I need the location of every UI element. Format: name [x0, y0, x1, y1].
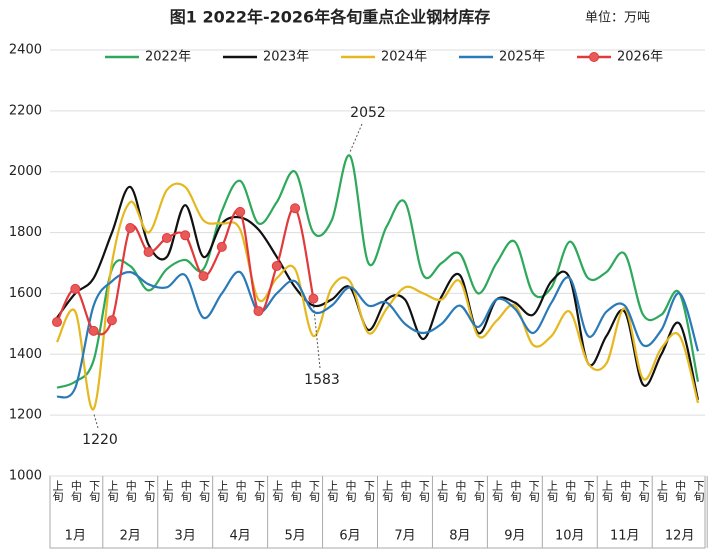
x-tick-label: 上旬 [600, 480, 613, 503]
annotation: 1220 [82, 432, 118, 448]
point-marker [216, 241, 227, 252]
group-label: 6月 [339, 529, 360, 544]
x-tick-label: 中旬 [619, 480, 632, 503]
y-tick-label: 2200 [9, 103, 42, 118]
series-line [56, 207, 315, 336]
x-tick-label: 下旬 [307, 480, 320, 503]
x-tick-label: 上旬 [106, 480, 119, 503]
x-tick-label: 上旬 [271, 480, 284, 503]
group-label: 2月 [120, 529, 141, 544]
x-tick-label: 下旬 [417, 480, 430, 503]
point-marker [253, 306, 264, 317]
y-tick-label: 2000 [9, 164, 42, 179]
x-tick-label: 中旬 [509, 480, 522, 503]
x-tick-label: 下旬 [527, 480, 540, 503]
point-marker [180, 230, 191, 241]
x-tick-label: 上旬 [436, 480, 449, 503]
point-marker [198, 271, 209, 282]
point-marker [106, 315, 117, 326]
point-marker [290, 203, 301, 214]
y-tick-label: 2400 [9, 43, 42, 58]
series-line [56, 270, 700, 399]
y-tick-label: 1600 [9, 286, 42, 301]
x-tick-label: 上旬 [326, 480, 339, 503]
annotation: 1583 [304, 372, 340, 388]
group-label: 3月 [175, 529, 196, 544]
point-marker [271, 261, 282, 272]
group-label: 5月 [284, 529, 305, 544]
x-tick-label: 中旬 [179, 480, 192, 503]
legend-label: 2022年 [145, 50, 191, 65]
point-marker [125, 223, 136, 234]
x-tick-label: 下旬 [198, 480, 211, 503]
x-tick-label: 中旬 [399, 480, 412, 503]
legend-label: 2026年 [617, 50, 663, 65]
y-tick-label: 1400 [9, 347, 42, 362]
x-tick-label: 中旬 [344, 480, 357, 503]
x-tick-label: 下旬 [692, 480, 705, 503]
x-tick-label: 下旬 [252, 480, 265, 503]
x-tick-label: 中旬 [69, 480, 82, 503]
y-tick-label: 1800 [9, 225, 42, 240]
x-tick-label: 中旬 [234, 480, 247, 503]
group-label: 4月 [230, 529, 251, 544]
series-line [56, 182, 700, 411]
chart-title: 图1 2022年-2026年各旬重点企业钢材库存 [170, 8, 490, 27]
annotation-leader [312, 303, 321, 369]
y-tick-label: 1200 [9, 408, 42, 423]
group-label: 10月 [555, 529, 585, 544]
x-tick-label: 中旬 [564, 480, 577, 503]
x-tick-label: 上旬 [216, 480, 229, 503]
point-marker [70, 283, 81, 294]
x-tick-label: 上旬 [491, 480, 504, 503]
x-tick-label: 中旬 [289, 480, 302, 503]
legend-label: 2025年 [499, 50, 545, 65]
annotation-leader [349, 123, 363, 153]
point-marker [52, 317, 62, 328]
point-marker [308, 293, 319, 304]
series-line [56, 154, 700, 389]
x-tick-label: 上旬 [161, 480, 174, 503]
x-tick-label: 上旬 [545, 480, 558, 503]
x-tick-label: 中旬 [124, 480, 137, 503]
point-marker [235, 206, 246, 217]
legend-label: 2023年 [263, 50, 309, 65]
y-tick-label: 1000 [9, 469, 42, 484]
series-line [56, 185, 700, 401]
point-marker [143, 247, 154, 258]
group-label: 11月 [610, 529, 640, 544]
x-tick-label: 中旬 [674, 480, 687, 503]
x-tick-label: 下旬 [362, 480, 375, 503]
point-marker [88, 325, 99, 336]
x-tick-label: 下旬 [88, 480, 101, 503]
x-tick-label: 中旬 [454, 480, 467, 503]
annotation: 2052 [350, 105, 386, 121]
x-tick-label: 上旬 [381, 480, 394, 503]
group-label: 9月 [504, 529, 525, 544]
x-tick-label: 下旬 [637, 480, 650, 503]
legend-marker [589, 52, 599, 62]
group-label: 12月 [665, 529, 695, 544]
point-marker [161, 233, 172, 244]
x-tick-label: 下旬 [582, 480, 595, 503]
group-label: 8月 [449, 529, 470, 544]
legend-label: 2024年 [381, 50, 427, 65]
x-tick-label: 上旬 [655, 480, 668, 503]
group-label: 1月 [65, 529, 86, 544]
x-tick-label: 下旬 [472, 480, 485, 503]
x-tick-label: 下旬 [143, 480, 156, 503]
group-label: 7月 [394, 529, 415, 544]
annotation-leader [93, 412, 99, 429]
x-tick-label: 上旬 [51, 480, 64, 503]
unit-label: 单位：万吨 [585, 11, 650, 26]
